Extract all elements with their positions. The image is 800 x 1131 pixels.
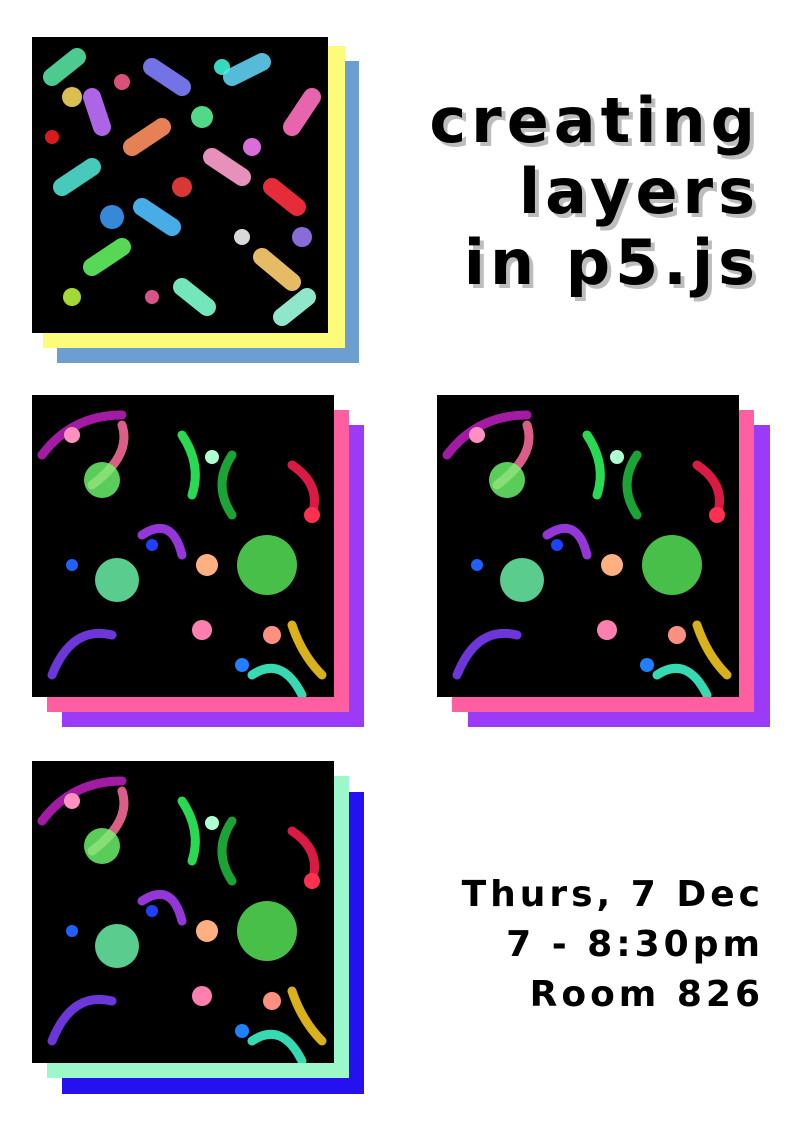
event-date: Thurs, 7 Dec (461, 874, 764, 915)
event-details: Thurs, 7 Dec 7 - 8:30pm Room 826 (462, 870, 764, 1020)
flower-artwork-2 (437, 395, 739, 697)
poster-title: creating layers in p5.js (429, 85, 760, 298)
flower-artwork-1 (32, 395, 334, 697)
title-line-1: creating (429, 84, 760, 157)
flower-artwork-3 (32, 761, 334, 1063)
title-line-2: layers (518, 155, 760, 228)
title-line-3: in p5.js (463, 226, 760, 299)
event-time: 7 - 8:30pm (506, 924, 764, 965)
bokeh-artwork (32, 37, 328, 333)
event-room: Room 826 (529, 974, 764, 1015)
